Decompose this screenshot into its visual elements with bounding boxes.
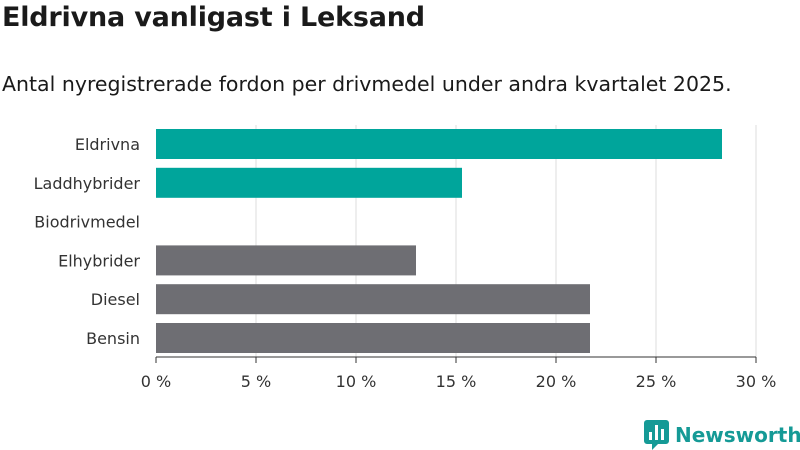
bar-elhybrider — [156, 245, 416, 276]
x-tick-label: 20 % — [536, 372, 577, 391]
category-label: Elhybrider — [58, 251, 140, 270]
newsworthy-logo-text: Newsworthy — [675, 423, 800, 447]
x-tick-label: 10 % — [336, 372, 377, 391]
chart-title: Eldrivna vanligast i Leksand — [2, 2, 425, 33]
category-label: Biodrivmedel — [34, 213, 140, 232]
category-label: Bensin — [86, 329, 140, 348]
bar-eldrivna — [156, 129, 722, 159]
x-tick-label: 5 % — [241, 372, 271, 391]
newsworthy-logo: Newsworthy — [644, 420, 800, 450]
bar-bensin — [156, 323, 590, 353]
category-label: Eldrivna — [75, 135, 140, 154]
chart-subtitle: Antal nyregistrerade fordon per drivmede… — [2, 72, 732, 96]
x-tick-label: 15 % — [436, 372, 477, 391]
bar-diesel — [156, 284, 590, 315]
x-tick-label: 25 % — [636, 372, 677, 391]
x-tick-label: 0 % — [141, 372, 171, 391]
bar-laddhybrider — [156, 167, 462, 198]
category-label: Laddhybrider — [34, 174, 141, 193]
x-tick-label: 30 % — [736, 372, 777, 391]
category-label: Diesel — [91, 290, 140, 309]
newsworthy-logo-icon — [644, 420, 669, 450]
